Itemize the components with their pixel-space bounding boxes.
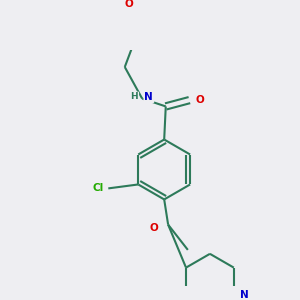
Text: H: H — [130, 92, 138, 101]
Text: O: O — [124, 0, 133, 9]
Text: Cl: Cl — [92, 183, 104, 194]
Text: O: O — [150, 223, 159, 233]
Text: N: N — [145, 92, 153, 102]
Text: N: N — [240, 290, 249, 300]
Text: O: O — [196, 95, 205, 105]
